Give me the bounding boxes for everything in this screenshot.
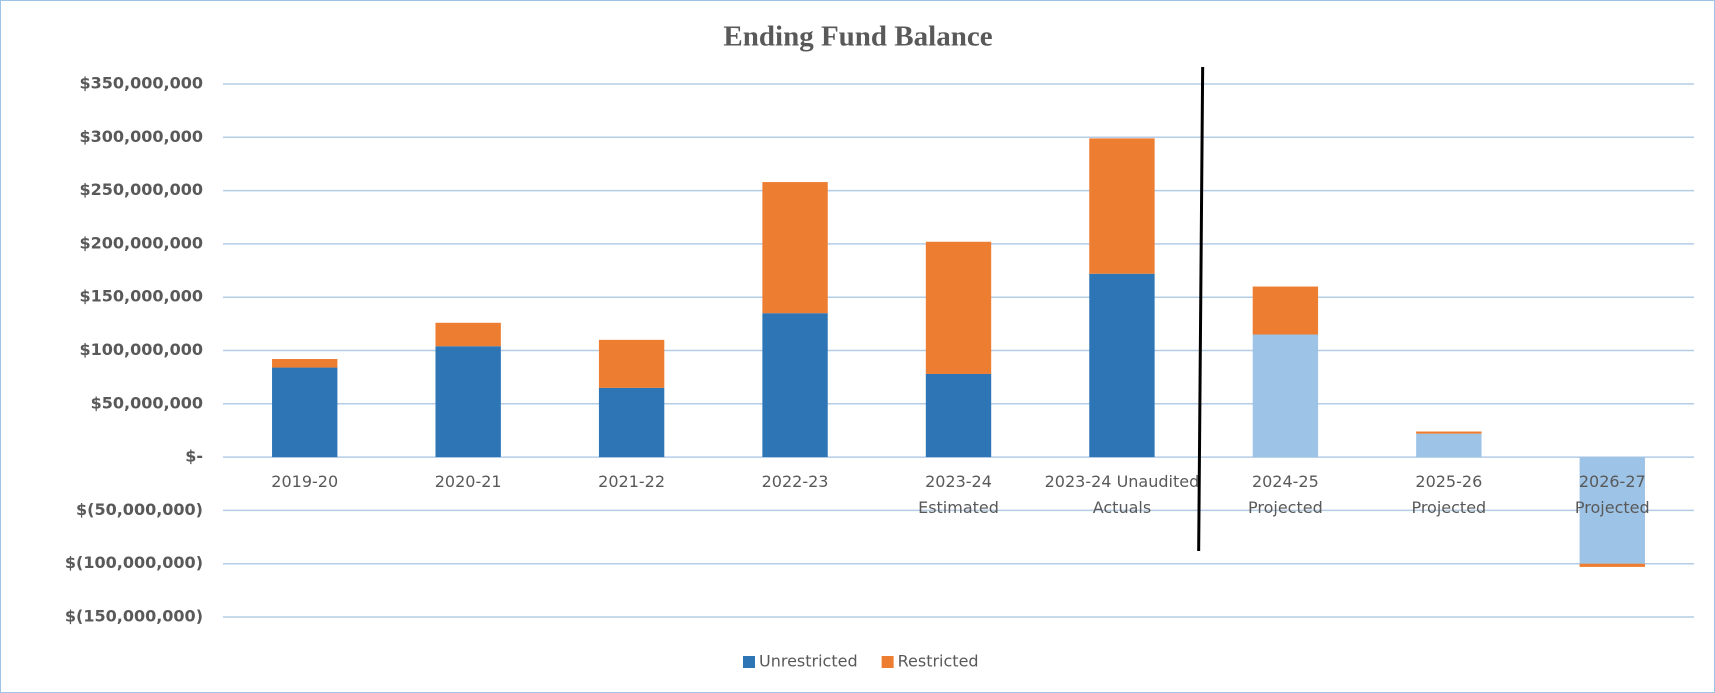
y-tick-label: $(50,000,000) <box>76 500 203 519</box>
legend-label: Restricted <box>898 652 979 671</box>
chart-title: Ending Fund Balance <box>723 21 992 53</box>
bar-segment <box>1089 273 1155 458</box>
bar-segment <box>435 322 501 347</box>
y-tick-label: $150,000,000 <box>80 287 203 306</box>
bar-segment <box>925 373 992 458</box>
x-tick-label: 2021-22 <box>598 472 666 492</box>
bar-segment <box>1252 286 1319 335</box>
y-tick-label: $200,000,000 <box>80 233 203 252</box>
y-tick-label: $100,000,000 <box>80 340 203 359</box>
x-tick-label: 2020-21 <box>434 472 502 492</box>
x-tick-label: 2022-23 <box>761 472 829 492</box>
bar-segment <box>1416 431 1482 434</box>
bar-segment <box>272 359 338 368</box>
bar-segment <box>1252 334 1319 458</box>
bar-segment <box>598 339 665 388</box>
y-tick-label: $- <box>185 447 203 466</box>
x-tick-label: 2026-27 Projected <box>1574 472 1650 518</box>
bar-segment <box>1416 433 1482 458</box>
x-tick-label: 2025-26 Projected <box>1411 472 1487 518</box>
bar-segment <box>435 346 501 458</box>
x-tick-label: 2023-24 Estimated <box>918 472 999 518</box>
x-tick-label: 2019-20 <box>271 472 339 492</box>
legend-swatch <box>881 656 894 668</box>
bar-segment <box>1579 563 1645 567</box>
divider <box>1197 66 1205 552</box>
bar-segment <box>762 182 828 314</box>
y-tick-label: $(100,000,000) <box>65 553 203 572</box>
y-tick-label: $(150,000,000) <box>65 607 203 626</box>
bar-segment <box>272 367 338 458</box>
bar-segment <box>598 387 665 458</box>
bar-segment <box>762 313 828 458</box>
bar-segment <box>1089 138 1155 274</box>
bar-segment <box>1579 457 1645 564</box>
y-tick-label: $300,000,000 <box>80 127 203 146</box>
y-tick-label: $50,000,000 <box>91 393 203 412</box>
x-tick-label: 2023-24 Unaudited Actuals <box>1044 472 1200 518</box>
y-tick-label: $350,000,000 <box>80 74 203 93</box>
x-tick-label: 2024-25 Projected <box>1248 472 1323 518</box>
y-tick-label: $250,000,000 <box>80 180 203 199</box>
legend-label: Unrestricted <box>759 652 858 671</box>
legend-swatch <box>743 656 755 668</box>
bar-segment <box>925 241 992 374</box>
